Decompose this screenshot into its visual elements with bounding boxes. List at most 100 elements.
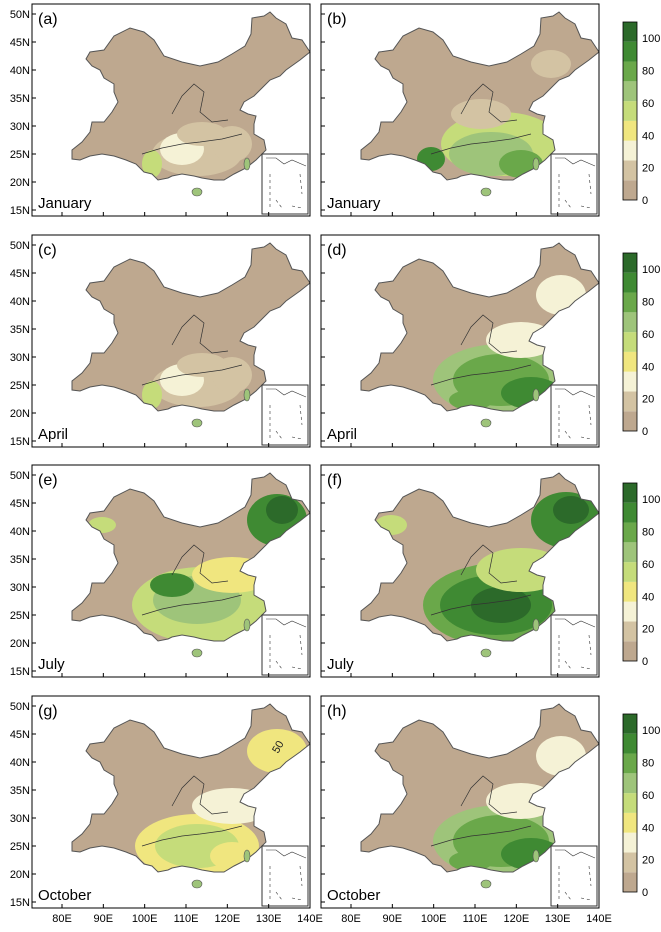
panel-frame xyxy=(320,234,600,448)
panels-layer: (a) January 15N 20N 25N 30N 35N 40N 45N 50N (b) Jan… xyxy=(10,3,612,925)
inset-coast xyxy=(555,388,596,398)
lon-label: 130E xyxy=(256,913,282,925)
value-region xyxy=(177,122,227,146)
lat-label: 15N xyxy=(10,436,30,448)
panel-label: (d) xyxy=(327,242,347,259)
island-taiwan xyxy=(243,388,251,402)
colorbar-segment xyxy=(623,61,637,82)
lon-label: 110E xyxy=(463,913,488,925)
island-hainan xyxy=(480,879,492,889)
lon-label: 90E xyxy=(383,913,403,925)
panel-label: (c) xyxy=(38,242,57,259)
island-taiwan xyxy=(243,157,251,171)
lat-label: 35N xyxy=(10,554,30,566)
lon-label: 80E xyxy=(52,913,72,925)
lat-label: 50N xyxy=(10,701,30,713)
river-line xyxy=(141,594,243,616)
value-region xyxy=(142,150,162,178)
panel-label: (b) xyxy=(327,11,347,28)
river-line xyxy=(141,133,243,155)
value-region xyxy=(150,573,194,597)
lat-label: 35N xyxy=(10,93,30,105)
value-region xyxy=(449,851,493,871)
inset-coast xyxy=(555,618,596,628)
island-taiwan xyxy=(243,618,251,632)
colorbar-tick-label: 80 xyxy=(642,527,654,539)
colorbar-tick-label: 20 xyxy=(642,624,654,636)
inset-map xyxy=(550,384,598,446)
inset-frame xyxy=(261,153,309,215)
inset-map xyxy=(261,845,309,907)
panel-frame xyxy=(31,695,311,909)
inset-map xyxy=(550,614,598,676)
lat-label: 40N xyxy=(10,757,30,769)
colorbar-frame xyxy=(622,252,638,432)
island-hainan xyxy=(480,418,492,428)
map-panel: (h) October 80E 90E 100E 110E 120E 130E 140E xyxy=(320,695,612,925)
lat-label: 50N xyxy=(10,470,30,482)
colorbar-tick-label: 40 xyxy=(642,591,654,603)
inset-frame xyxy=(550,845,598,907)
colorbar-segment xyxy=(623,140,637,161)
panel-frame xyxy=(320,3,600,217)
inset-boundary xyxy=(269,634,303,671)
month-label: October xyxy=(327,887,380,904)
map-panel: (f) July xyxy=(320,464,600,678)
month-label: April xyxy=(38,426,68,443)
river-line xyxy=(460,314,518,354)
colorbar-segment xyxy=(623,253,637,273)
colorbar-segment xyxy=(623,773,637,794)
colorbar-segment xyxy=(623,332,637,352)
inset-coast xyxy=(266,157,307,167)
island-taiwan xyxy=(532,618,540,632)
lon-label: 100E xyxy=(132,913,158,925)
colorbar-tick-label: 60 xyxy=(642,559,654,571)
colorbar-segment xyxy=(623,542,637,563)
colorbar-tick-label: 60 xyxy=(642,98,654,110)
island-taiwan xyxy=(532,157,540,171)
colorbar: 0 20 40 60 80 100 xyxy=(622,252,660,438)
inset-frame xyxy=(261,614,309,676)
colorbar-segment xyxy=(623,292,637,313)
lat-label: 25N xyxy=(10,380,30,392)
inset-coast xyxy=(266,849,307,859)
lon-label: 140E xyxy=(297,913,323,925)
lon-label: 120E xyxy=(214,913,240,925)
river-line xyxy=(171,83,229,123)
inset-frame xyxy=(261,384,309,446)
inset-coast xyxy=(266,618,307,628)
value-region xyxy=(471,587,531,623)
map-panel: (e) July 15N 20N 25N 30N 35N 40N 45N 50N xyxy=(10,464,311,678)
colorbar-segment xyxy=(623,160,637,181)
panel-label: (g) xyxy=(38,703,58,720)
lat-label: 30N xyxy=(10,352,30,364)
month-label: October xyxy=(38,887,91,904)
colorbar-segment xyxy=(623,101,637,121)
colorbar-segment xyxy=(623,753,637,774)
lat-label: 15N xyxy=(10,897,30,909)
inset-boundary xyxy=(269,865,303,902)
inset-map xyxy=(261,614,309,676)
lat-label: 15N xyxy=(10,205,30,217)
inset-map xyxy=(261,153,309,215)
map-panel: (d) April xyxy=(320,234,600,448)
inset-map xyxy=(550,153,598,215)
inset-coast xyxy=(555,157,596,167)
colorbar-segment xyxy=(623,601,637,622)
panel-frame xyxy=(31,464,311,678)
month-label: January xyxy=(327,195,381,212)
colorbar-segment xyxy=(623,562,637,582)
island-taiwan xyxy=(532,388,540,402)
river-line xyxy=(171,775,229,815)
colorbar-tick-label: 100 xyxy=(642,494,660,506)
month-label: July xyxy=(327,656,354,673)
lat-label: 15N xyxy=(10,666,30,678)
island-hainan xyxy=(191,879,203,889)
colorbar-tick-label: 0 xyxy=(642,195,648,207)
colorbar-tick-label: 60 xyxy=(642,329,654,341)
colorbar-segment xyxy=(623,120,637,141)
colorbar-tick-label: 0 xyxy=(642,426,648,438)
colorbar-segment xyxy=(623,832,637,853)
lat-label: 20N xyxy=(10,638,30,650)
value-region xyxy=(553,496,589,524)
